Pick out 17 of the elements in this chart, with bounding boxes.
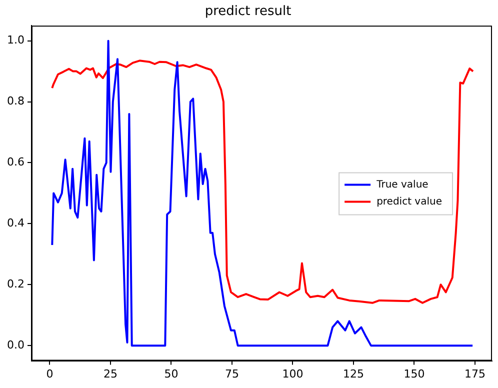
x-tick-label: 175 <box>464 367 486 380</box>
y-tick-label: 0.8 <box>6 94 24 108</box>
chart-title: predict result <box>204 4 292 20</box>
x-tick-label: 125 <box>342 367 364 380</box>
x-tick-label: 50 <box>164 367 178 380</box>
legend-label: predict value <box>376 196 442 208</box>
x-tick-label: 75 <box>224 367 239 380</box>
x-tick-label: 100 <box>282 367 304 380</box>
x-tick-label: 25 <box>103 367 118 380</box>
x-tick-label: 150 <box>404 367 425 380</box>
legend-label: True value <box>376 179 428 190</box>
y-tick-label: 0.2 <box>6 277 24 290</box>
y-tick-label: 1.0 <box>6 34 24 47</box>
y-tick-label: 0.6 <box>6 156 24 169</box>
y-tick-label: 0.4 <box>6 216 24 230</box>
y-tick-label: 0.0 <box>6 338 24 352</box>
x-tick-label: 0 <box>46 367 54 380</box>
